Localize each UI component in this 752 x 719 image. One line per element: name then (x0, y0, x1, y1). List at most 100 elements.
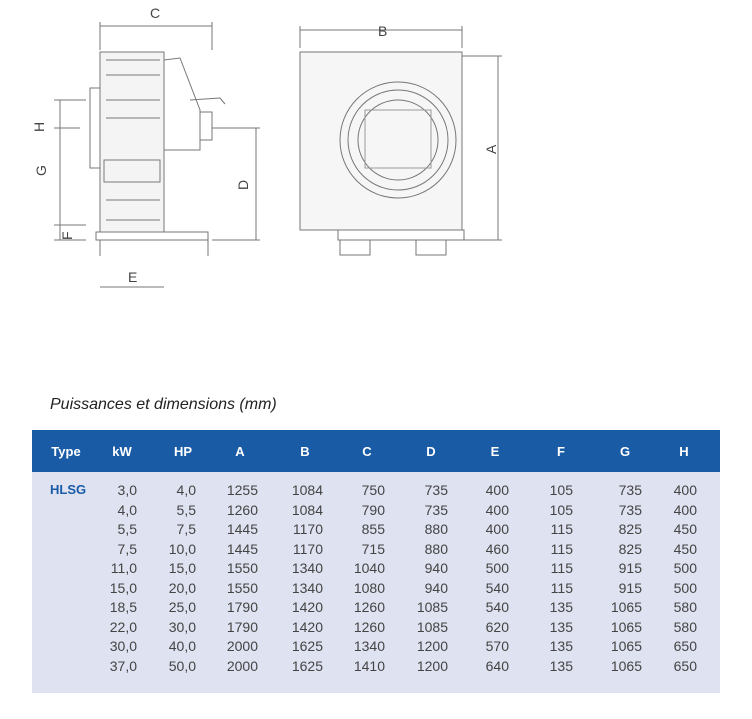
table-cell: 1084 (291, 482, 323, 498)
table-cell: 400 (485, 521, 509, 537)
table-cell: 18,5 (109, 599, 137, 615)
table-cell: 750 (361, 482, 385, 498)
dim-label-a: A (483, 144, 499, 154)
dimensions-table: Type kW HP A B C D E F G H HLSG 3,0 4,0 1255 1084 750 73… (32, 430, 720, 693)
dim-label-c: C (150, 5, 160, 21)
table-cell: 5,5 (117, 521, 137, 537)
table-row: HLSG 3,0 4,0 1255 1084 750 735 400 105 735 400 (32, 482, 720, 501)
table-cell: 855 (361, 521, 385, 537)
table-cell: 25,0 (168, 599, 196, 615)
table-cell: 940 (424, 579, 448, 596)
table-cell: 2000 (226, 657, 258, 674)
table-cell: 1445 (226, 540, 258, 557)
table-cell: 790 (361, 501, 385, 518)
column-header-d: D (426, 444, 436, 459)
table-cell: 735 (618, 482, 642, 498)
table-cell: 1065 (610, 657, 642, 674)
table-cell: 1085 (416, 599, 448, 615)
table-cell: 10,0 (168, 540, 196, 557)
table-cell: 1170 (292, 521, 323, 537)
column-header-kw: kW (112, 444, 132, 459)
table-cell: 1170 (292, 540, 323, 557)
column-header-e: E (490, 444, 500, 459)
table-cell: 135 (549, 599, 573, 615)
table-cell: 620 (485, 618, 509, 635)
table-cell: 1065 (610, 599, 642, 615)
table-cell: 825 (618, 521, 642, 537)
column-header-b: B (300, 444, 310, 459)
table-cell: 940 (424, 560, 448, 576)
table-cell: 1445 (226, 521, 258, 537)
table-cell: 500 (673, 579, 697, 596)
table-cell: 11,0 (110, 560, 137, 576)
table-cell: 1790 (226, 618, 258, 635)
table-cell: 115 (550, 579, 573, 596)
table-row: 15,0 20,0 1550 1340 1080 940 540 115 915 500 (32, 580, 720, 599)
table-cell: 735 (424, 482, 448, 498)
table-cell: 1625 (291, 638, 323, 654)
table-cell: 135 (549, 618, 573, 635)
table-cell: 20,0 (168, 579, 196, 596)
column-header-hp: HP (173, 444, 193, 459)
column-header-f: F (557, 444, 565, 459)
table-cell: 735 (618, 501, 642, 518)
table-cell: 450 (673, 540, 697, 557)
table-cell: 37,0 (109, 657, 137, 674)
column-header-type: Type (51, 444, 81, 459)
table-row: 37,0 50,0 2000 1625 1410 1200 640 135 1065 650 (32, 658, 720, 677)
table-cell: 40,0 (168, 638, 196, 654)
dim-label-d: D (235, 180, 251, 190)
table-cell: 1340 (291, 579, 323, 596)
table-row: 30,0 40,0 2000 1625 1340 1200 570 135 1065 650 (32, 638, 720, 657)
table-cell: 640 (485, 657, 509, 674)
type-cell: HLSG (50, 482, 87, 497)
table-cell: 105 (549, 482, 573, 498)
table-cell: 30,0 (168, 618, 196, 635)
table-cell: 3,0 (117, 482, 137, 498)
table-cell: 915 (618, 560, 642, 576)
table-cell: 880 (424, 521, 448, 537)
table-cell: 30,0 (109, 638, 137, 654)
table-cell: 580 (673, 618, 697, 635)
table-cell: 50,0 (168, 657, 196, 674)
table-cell: 1084 (291, 501, 323, 518)
table-cell: 1260 (353, 618, 385, 635)
table-cell: 7,5 (176, 521, 196, 537)
table-cell: 500 (673, 560, 697, 576)
table-row: 18,5 25,0 1790 1420 1260 1085 540 135 1065 580 (32, 599, 720, 618)
table-cell: 115 (550, 560, 573, 576)
table-cell: 500 (485, 560, 509, 576)
table-cell: 115 (550, 540, 573, 557)
table-cell: 1550 (226, 579, 258, 596)
table-cell: 715 (361, 540, 385, 557)
table-cell: 1625 (291, 657, 323, 674)
column-header-a: A (235, 444, 245, 459)
table-row: 11,0 15,0 1550 1340 1040 940 500 115 915 500 (32, 560, 720, 579)
table-cell: 1200 (416, 638, 448, 654)
table-cell: 1550 (226, 560, 258, 576)
table-cell: 1790 (226, 599, 258, 615)
table-cell: 105 (549, 501, 573, 518)
table-cell: 1085 (416, 618, 448, 635)
table-cell: 1410 (353, 657, 385, 674)
table-cell: 1065 (610, 638, 642, 654)
table-row: 22,0 30,0 1790 1420 1260 1085 620 135 1065 580 (32, 619, 720, 638)
table-cell: 650 (673, 638, 697, 654)
table-cell: 1260 (226, 501, 258, 518)
table-cell: 15,0 (168, 560, 196, 576)
table-cell: 1065 (610, 618, 642, 635)
table-cell: 580 (673, 599, 697, 615)
dim-label-g: G (33, 165, 49, 176)
table-cell: 1340 (291, 560, 323, 576)
table-cell: 570 (485, 638, 509, 654)
table-cell: 1340 (353, 638, 385, 654)
table-cell: 1040 (353, 560, 385, 576)
table-cell: 400 (485, 501, 509, 518)
fan-dimension-drawing: C B A H G D F E (31, 5, 502, 288)
table-cell: 1255 (226, 482, 258, 498)
dim-label-f: F (59, 231, 75, 240)
table-cell: 915 (618, 579, 642, 596)
table-header: Type kW HP A B C D E F G H (32, 430, 720, 472)
table-row: 4,0 5,5 1260 1084 790 735 400 105 735 400 (32, 502, 720, 521)
table-cell: 2000 (226, 638, 258, 654)
